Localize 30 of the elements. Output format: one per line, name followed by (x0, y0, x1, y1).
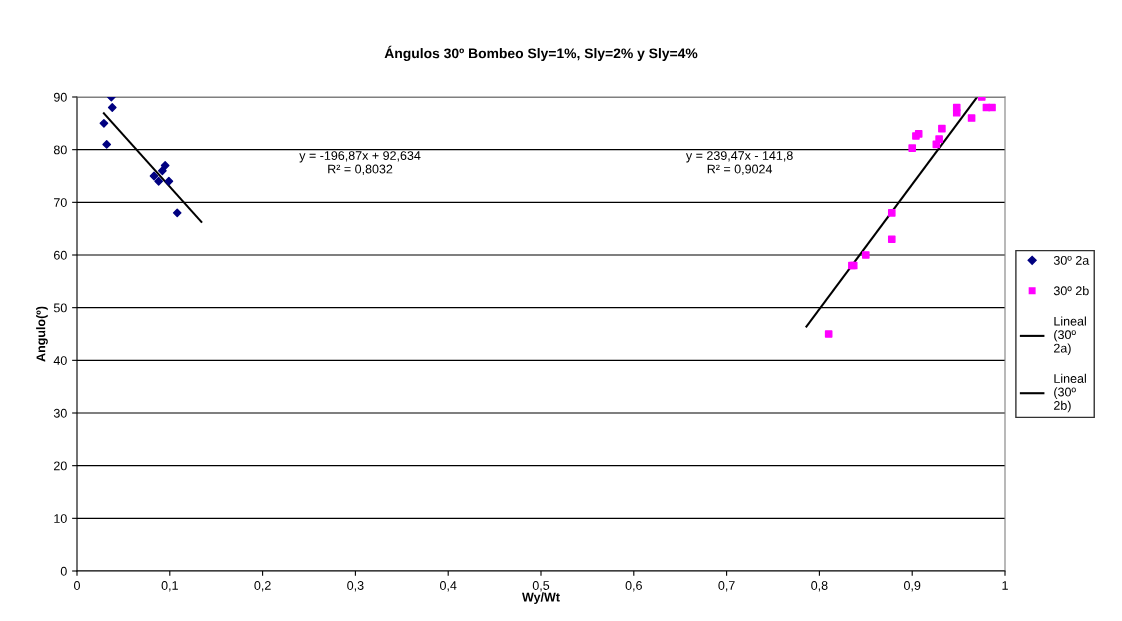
y-tick-label: 0 (60, 566, 67, 576)
x-tick-label: 0,8 (811, 581, 828, 592)
x-tick-label: 1 (1002, 581, 1008, 590)
y-tick-label: 20 (54, 461, 67, 471)
y-tick-label: 70 (54, 198, 67, 207)
y-tick-label: 60 (54, 250, 67, 260)
x-tick-label: 0,9 (904, 581, 921, 592)
annotation: y = -196,87x + 92,634 R² = 0,8032 (299, 151, 421, 175)
x-tick-label: 0 (74, 581, 80, 590)
annotation: y = 239,47x - 141,8 R² = 0,9024 (685, 151, 793, 175)
legend-label: Lineal (30º 2b) (1054, 373, 1086, 413)
y-axis-title: Angulo(º) (36, 306, 48, 362)
x-tick-label: 0,3 (347, 581, 364, 592)
legend-label: 30º 2a (1053, 255, 1090, 265)
y-tick-label: 50 (53, 303, 67, 313)
x-axis-title: Wy/Wt (522, 592, 560, 605)
x-tick-label: 0,5 (532, 581, 550, 592)
y-tick-label: 40 (53, 356, 67, 365)
chart-title: Ángulos 30º Bombeo Sly=1%, Sly=2% y Sly=4% (384, 45, 698, 62)
x-tick-label: 0,1 (161, 581, 178, 592)
y-tick-label: 30 (53, 408, 67, 418)
y-tick-label: 80 (53, 145, 67, 155)
y-tick-label: 10 (54, 514, 67, 523)
x-tick-label: 0,7 (718, 581, 735, 592)
legend-label: 30º 2b (1053, 286, 1089, 296)
x-tick-label: 0,2 (254, 581, 271, 592)
x-tick-label: 0,6 (625, 581, 642, 592)
legend-label: Lineal (30º 2a) (1054, 316, 1086, 356)
y-tick-label: 90 (53, 92, 67, 102)
x-tick-label: 0,4 (440, 581, 457, 592)
